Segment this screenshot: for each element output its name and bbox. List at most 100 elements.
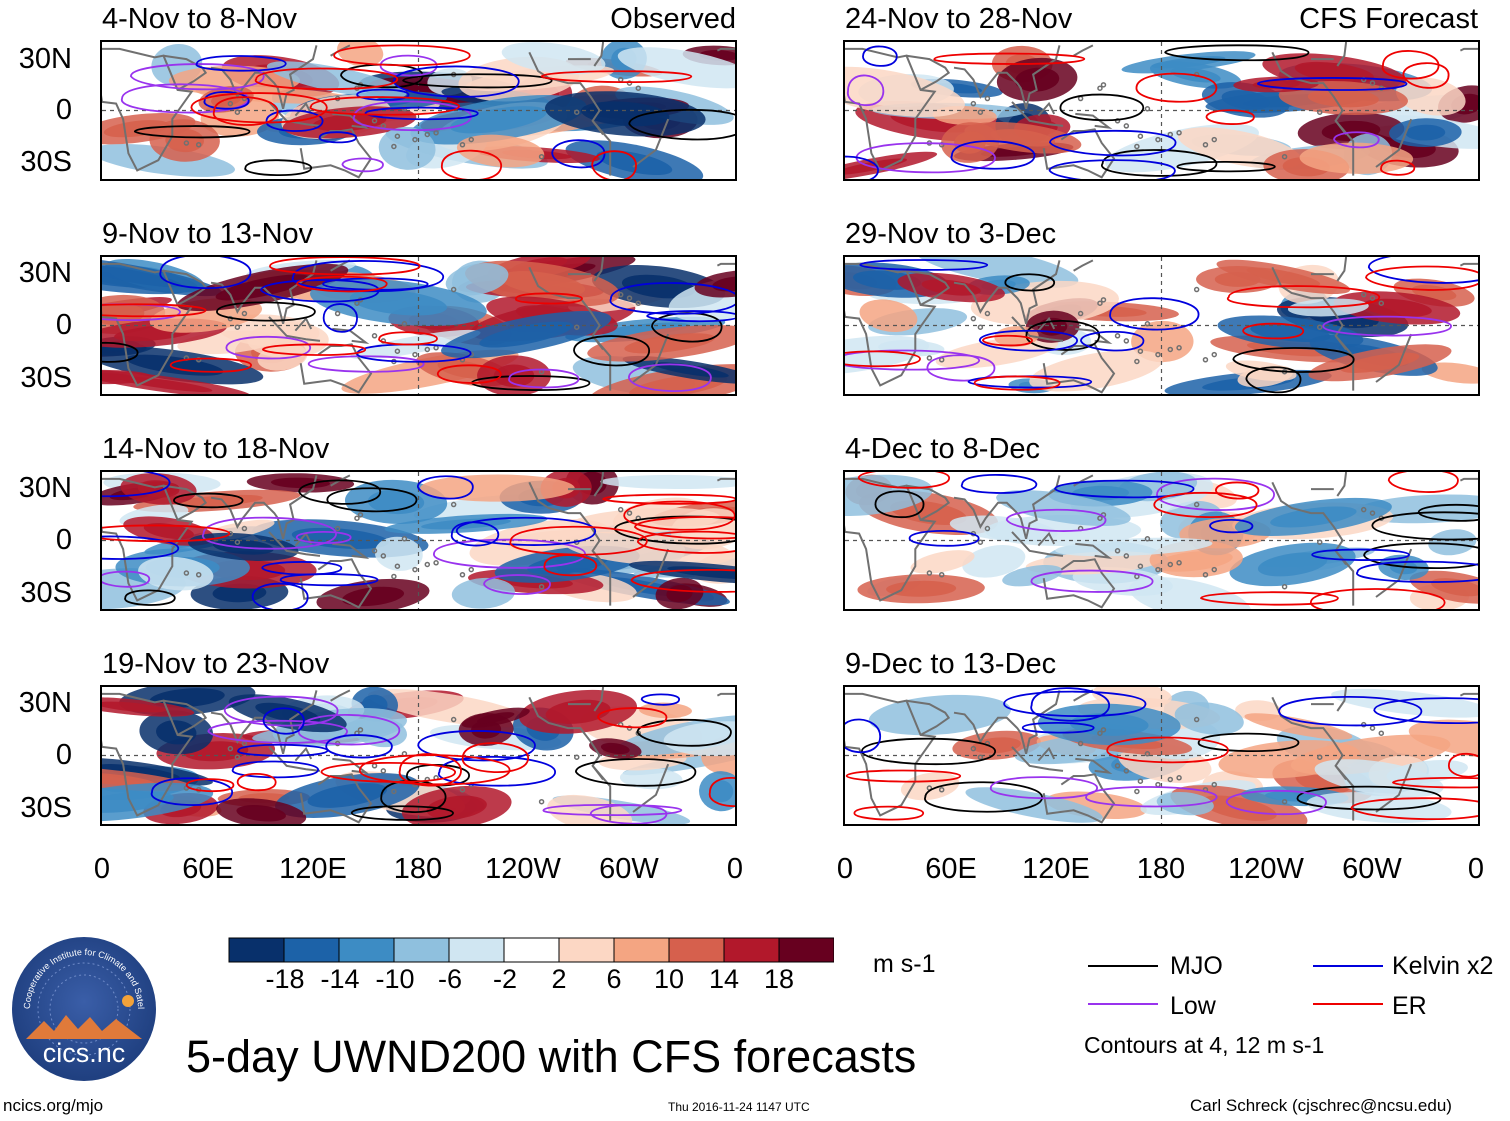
island xyxy=(1123,553,1130,559)
island xyxy=(1137,778,1144,784)
coastline xyxy=(1075,542,1113,560)
panel-title-obs-3: 14-Nov to 18-Nov xyxy=(102,433,330,465)
island xyxy=(926,570,933,576)
map-panel-fc-1 xyxy=(843,40,1480,181)
wind-anomaly-core xyxy=(581,101,670,127)
er-contour xyxy=(973,375,1061,391)
island xyxy=(1137,563,1144,569)
kelvin-contour xyxy=(845,155,879,179)
wind-anomaly-blob xyxy=(138,556,214,591)
er-contour xyxy=(1309,588,1446,609)
island xyxy=(1281,583,1288,590)
kelvin-contour xyxy=(1257,77,1408,91)
low-contour xyxy=(379,54,438,77)
island xyxy=(424,561,431,568)
xlabel-180: 180 xyxy=(1136,853,1186,885)
island xyxy=(183,140,190,146)
low-contour xyxy=(508,368,580,389)
mjo-contour xyxy=(613,515,735,545)
kelvin-contour xyxy=(609,282,735,315)
island xyxy=(984,95,991,102)
er-contour xyxy=(602,493,735,505)
island xyxy=(1123,123,1130,129)
island xyxy=(1114,548,1121,554)
island xyxy=(1134,788,1140,795)
legend-label-kelvin: Kelvin x2 xyxy=(1392,952,1494,980)
coastline xyxy=(1334,335,1347,351)
island xyxy=(234,109,241,115)
island xyxy=(1369,510,1376,516)
mjo-contour xyxy=(1417,503,1478,522)
observed-column-label: Observed xyxy=(610,3,736,35)
er-contour xyxy=(1242,322,1305,340)
er-contour xyxy=(102,524,231,543)
island xyxy=(1369,725,1376,731)
wind-anomaly-core xyxy=(1270,506,1357,528)
island xyxy=(1123,768,1130,774)
island xyxy=(371,333,378,339)
low-contour xyxy=(483,574,551,595)
ylabel-30s: 30S xyxy=(20,146,72,178)
island xyxy=(984,310,991,317)
er-contour xyxy=(1106,736,1229,764)
coastline xyxy=(953,45,1061,110)
logo-text: cics.nc xyxy=(43,1038,126,1068)
map-panel-obs-4 xyxy=(100,685,737,826)
island xyxy=(970,100,977,107)
er-contour xyxy=(1447,752,1478,778)
kelvin-contour xyxy=(318,131,358,144)
er-contour xyxy=(102,303,207,318)
kelvin-contour xyxy=(908,530,980,547)
uwnd-field-obs-1 xyxy=(102,42,735,179)
wind-anomaly-core xyxy=(1014,67,1060,92)
island xyxy=(1211,351,1217,358)
wind-anomaly-core xyxy=(476,712,515,724)
kelvin-contour xyxy=(646,310,735,323)
uwnd-field-fc-4 xyxy=(845,687,1478,824)
panel-title-fc-4: 9-Dec to 13-Dec xyxy=(845,648,1057,680)
coastline xyxy=(1075,327,1113,345)
coastline xyxy=(1459,477,1478,482)
island xyxy=(970,745,977,752)
er-contour xyxy=(1392,776,1478,789)
island xyxy=(234,754,241,760)
coastline xyxy=(1042,773,1116,824)
island xyxy=(391,788,397,795)
er-contour xyxy=(597,707,668,729)
island xyxy=(977,754,984,760)
coastline xyxy=(332,112,370,130)
wind-anomaly-blob xyxy=(247,321,329,359)
mjo-contour xyxy=(860,737,997,766)
island xyxy=(1097,515,1103,521)
island xyxy=(468,136,474,143)
ylabel-30s: 30S xyxy=(20,577,72,609)
wind-anomaly-core xyxy=(102,772,155,786)
wind-anomaly-blob xyxy=(337,42,384,67)
wind-anomaly-core xyxy=(596,150,673,176)
mjo-contour xyxy=(326,487,418,513)
colorbar-tick: 18 xyxy=(763,964,795,994)
mjo-contour xyxy=(173,492,244,509)
low-contour xyxy=(542,803,683,816)
island xyxy=(1211,566,1217,573)
coastline xyxy=(1073,44,1094,57)
island xyxy=(635,85,642,91)
island xyxy=(380,553,387,559)
er-contour xyxy=(543,554,598,577)
kelvin-contour xyxy=(356,88,410,101)
colorbar-tick: -10 xyxy=(375,964,415,994)
map-panel-obs-2 xyxy=(100,255,737,396)
wind-anomaly-core xyxy=(600,742,630,755)
kelvin-contour xyxy=(1311,548,1410,561)
er-contour xyxy=(1380,159,1416,176)
island xyxy=(1144,536,1151,542)
kelvin-contour xyxy=(203,91,250,110)
uwnd-field-fc-1 xyxy=(845,42,1478,179)
island xyxy=(626,510,633,516)
island xyxy=(424,346,431,353)
logo-disc xyxy=(12,937,156,1081)
kelvin-contour xyxy=(325,734,393,759)
timestamp: Thu 2016-11-24 1147 UTC xyxy=(668,1100,810,1114)
wind-anomaly-core xyxy=(1257,552,1328,577)
source-link[interactable]: ncics.org/mjo xyxy=(3,1096,104,1115)
